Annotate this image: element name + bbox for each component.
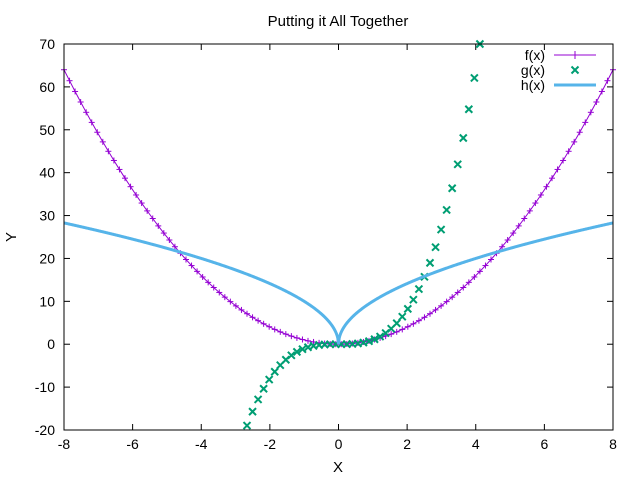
data-point <box>370 335 379 344</box>
y-tick-label: 20 <box>39 250 55 266</box>
y-axis-label: Y <box>3 232 20 242</box>
data-point <box>242 421 252 430</box>
data-point <box>414 284 424 294</box>
series-line <box>63 69 614 345</box>
y-tick-label: 40 <box>39 165 55 181</box>
y-tick-label: 50 <box>39 122 55 138</box>
y-tick-label: 10 <box>39 293 55 309</box>
tick-marks <box>63 43 614 431</box>
data-point <box>253 395 263 404</box>
data-point <box>292 347 302 357</box>
y-tick-label: -20 <box>35 422 55 438</box>
x-axis-label: X <box>333 459 343 476</box>
data-point <box>248 407 257 416</box>
legend-label: f(x) <box>525 47 545 63</box>
y-tick-label: 70 <box>39 36 55 52</box>
data-point <box>436 225 446 234</box>
data-point <box>453 160 462 169</box>
y-tick-label: 30 <box>39 208 55 224</box>
data-point <box>264 375 274 384</box>
plot-frame <box>63 43 614 431</box>
data-point <box>470 73 479 83</box>
data-point <box>425 258 435 268</box>
data-point <box>287 351 296 360</box>
data-point <box>431 242 440 252</box>
data-point <box>392 319 401 328</box>
x-tick-label: 0 <box>335 436 343 452</box>
data-point <box>270 367 279 376</box>
x-tick-label: -4 <box>195 436 208 452</box>
x-tick-label: 4 <box>472 436 480 452</box>
x-tick-label: -6 <box>126 436 139 452</box>
data-point <box>364 337 374 346</box>
series-3 <box>63 221 614 345</box>
x-tick-label: 8 <box>609 436 617 452</box>
x-tick-label: 6 <box>540 436 548 452</box>
data-point <box>442 205 451 215</box>
series-1 <box>61 66 616 348</box>
data-point <box>298 344 307 354</box>
chart-title: Putting it All Together <box>268 13 409 30</box>
series-2 <box>242 39 485 430</box>
series-layer <box>61 39 616 430</box>
x-tick-label: -2 <box>264 436 277 452</box>
data-point <box>403 304 413 314</box>
legend: f(x)g(x)h(x) <box>521 47 596 93</box>
legend-label: h(x) <box>521 77 545 93</box>
data-point <box>259 384 268 393</box>
data-point <box>398 312 407 321</box>
y-tick-label: 0 <box>47 336 55 352</box>
series-line <box>63 221 614 345</box>
legend-label: g(x) <box>521 62 545 78</box>
data-point <box>375 332 385 341</box>
x-tick-label: -8 <box>58 436 71 452</box>
data-point <box>447 184 457 193</box>
data-point <box>464 105 474 114</box>
x-tick-label: 2 <box>403 436 411 452</box>
data-point <box>570 65 580 75</box>
y-tick-label: 60 <box>39 79 55 95</box>
data-point <box>459 133 468 143</box>
data-point <box>409 295 418 304</box>
y-tick-label: -10 <box>35 379 55 395</box>
